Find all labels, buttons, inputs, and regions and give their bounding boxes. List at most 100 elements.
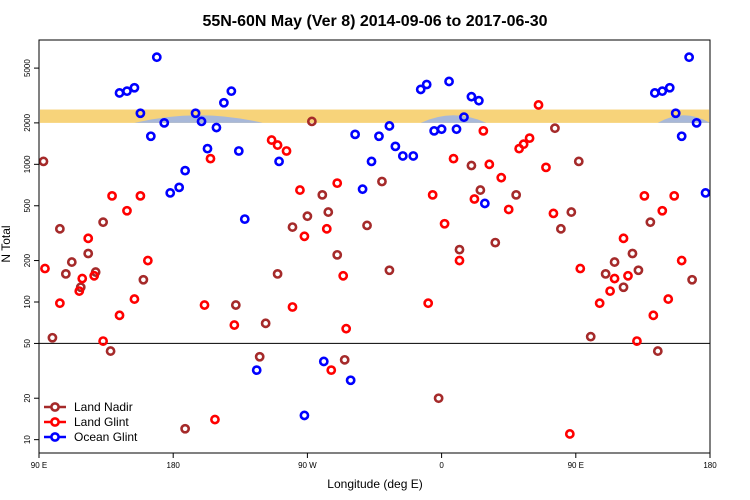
point-ocean-glint — [135, 108, 146, 119]
point-land-nadir — [272, 268, 283, 279]
point-land-nadir — [105, 346, 116, 356]
point-land-glint — [469, 194, 480, 204]
point-ocean-glint — [350, 129, 361, 140]
point-land-glint — [299, 231, 310, 242]
point-land-glint — [548, 208, 559, 219]
point-land-glint — [454, 255, 465, 266]
band-layer — [40, 109, 710, 123]
point-land-glint — [129, 294, 140, 304]
point-ocean-glint — [670, 108, 681, 119]
point-land-nadir — [362, 220, 372, 231]
point-land-glint — [439, 218, 450, 229]
point-ocean-glint — [151, 52, 162, 63]
point-land-glint — [448, 153, 459, 164]
point-ocean-glint — [466, 91, 477, 102]
point-land-glint — [142, 255, 153, 266]
point-land-glint — [54, 298, 65, 309]
point-land-glint — [484, 159, 495, 170]
point-ocean-glint — [274, 156, 284, 167]
point-ocean-glint — [190, 108, 201, 119]
point-land-nadir — [566, 207, 577, 217]
point-ocean-glint — [421, 79, 432, 90]
point-ocean-glint — [374, 131, 384, 142]
point-ocean-glint — [211, 122, 222, 133]
point-land-nadir — [260, 318, 271, 329]
point-land-nadir — [511, 189, 522, 200]
point-ocean-glint — [318, 356, 329, 367]
point-land-glint — [496, 172, 507, 183]
x-tick-label: 90 W — [298, 461, 317, 470]
point-land-glint — [594, 298, 605, 309]
point-land-glint — [210, 414, 220, 425]
point-land-glint — [427, 189, 438, 200]
point-land-nadir — [306, 116, 317, 127]
legend-label: Ocean Glint — [74, 430, 138, 444]
point-land-glint — [541, 162, 551, 173]
point-ocean-glint — [180, 165, 191, 176]
y-tick-label: 500 — [23, 199, 32, 213]
point-land-glint — [287, 302, 298, 312]
point-land-nadir — [54, 223, 65, 234]
point-land-glint — [423, 298, 434, 309]
point-ocean-glint — [159, 117, 170, 128]
point-land-nadir — [254, 351, 265, 362]
point-land-glint — [83, 233, 94, 244]
point-land-glint — [564, 429, 575, 439]
point-land-nadir — [47, 332, 58, 343]
point-land-glint — [205, 153, 216, 164]
point-land-glint — [122, 205, 132, 216]
y-axis-label: N Total — [0, 225, 13, 262]
point-ocean-glint — [684, 52, 695, 63]
y-tick-label: 1000 — [23, 155, 32, 173]
legend-swatch-marker — [50, 432, 60, 442]
point-land-glint — [657, 205, 668, 216]
point-ocean-glint — [691, 117, 702, 128]
point-land-nadir — [585, 331, 596, 342]
point-land-nadir — [433, 393, 444, 404]
point-ocean-glint — [122, 86, 132, 97]
point-land-nadir — [645, 217, 656, 228]
point-land-nadir — [573, 156, 584, 167]
point-land-glint — [281, 146, 292, 156]
point-land-glint — [618, 233, 629, 244]
point-land-nadir — [60, 268, 71, 279]
point-ocean-glint — [429, 125, 440, 136]
point-land-glint — [518, 139, 529, 150]
points-layer — [38, 52, 711, 439]
point-ocean-glint — [444, 76, 454, 87]
point-land-nadir — [287, 222, 298, 232]
point-land-nadir — [687, 274, 698, 285]
point-ocean-glint — [165, 188, 176, 198]
y-tick-label: 2000 — [23, 113, 32, 131]
legend-swatch-marker — [50, 417, 60, 427]
point-land-nadir — [83, 248, 94, 259]
point-land-glint — [40, 263, 50, 274]
point-land-nadir — [332, 249, 343, 260]
point-ocean-glint — [390, 141, 401, 152]
point-land-glint — [321, 223, 332, 234]
point-ocean-glint — [459, 112, 469, 123]
point-land-glint — [266, 135, 277, 145]
point-land-glint — [114, 310, 125, 321]
point-land-nadir — [633, 265, 644, 276]
y-tick-label: 10 — [23, 435, 32, 444]
x-tick-label: 180 — [703, 461, 717, 470]
point-ocean-glint — [384, 121, 395, 131]
point-ocean-glint — [451, 124, 462, 135]
point-ocean-glint — [397, 151, 408, 161]
point-ocean-glint — [676, 131, 687, 142]
point-land-glint — [229, 320, 240, 330]
point-land-nadir — [652, 346, 663, 356]
point-ocean-glint — [174, 182, 185, 193]
point-land-nadir — [454, 244, 465, 255]
legend-swatch-marker — [50, 402, 60, 412]
x-axis-label: Longitude (deg E) — [327, 477, 422, 491]
x-tick-label: 90 E — [31, 461, 47, 470]
point-ocean-glint — [366, 156, 377, 167]
point-ocean-glint — [239, 214, 250, 225]
point-ocean-glint — [657, 86, 668, 97]
point-ocean-glint — [251, 365, 262, 376]
point-land-nadir — [466, 160, 477, 171]
legend-label: Land Nadir — [74, 400, 133, 414]
